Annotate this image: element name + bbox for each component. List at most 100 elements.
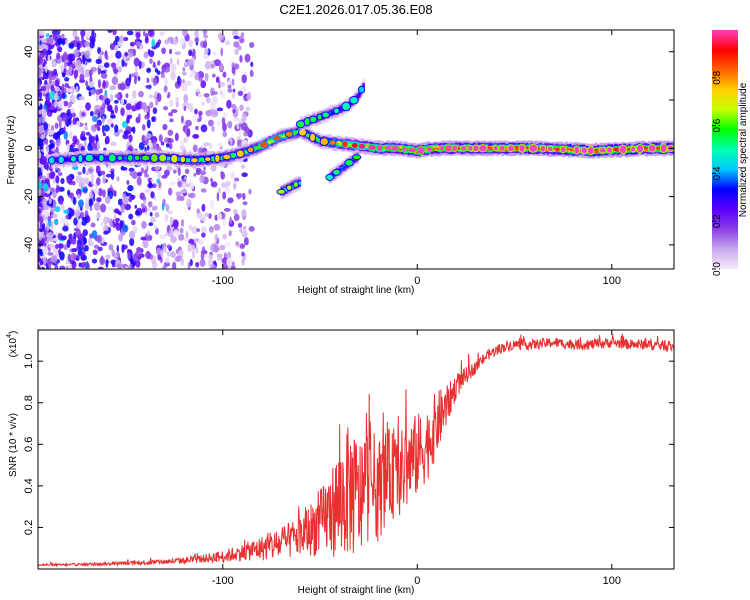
spectrogram-noise-blob bbox=[38, 139, 43, 148]
spectrogram-ridge-cell bbox=[266, 141, 269, 143]
spectrogram-noise-blob bbox=[158, 134, 163, 143]
spectrogram-noise-blob bbox=[65, 260, 71, 265]
spectrogram-noise-blob bbox=[100, 72, 108, 79]
spectrogram-noise-blob bbox=[100, 203, 107, 213]
spectrogram-y-tick-label: -20 bbox=[23, 189, 35, 205]
spectrogram-noise-blob bbox=[125, 265, 128, 269]
spectrogram-noise-blob bbox=[83, 245, 89, 252]
spectrogram-ridge-cell bbox=[555, 148, 559, 151]
spectrogram-noise-blob bbox=[179, 227, 184, 234]
spectrogram-noise-blob bbox=[55, 175, 60, 184]
spectrogram-noise-blob bbox=[58, 186, 65, 192]
spectrogram-noise-blob bbox=[157, 60, 161, 66]
spectrogram-noise-blob bbox=[224, 185, 231, 194]
spectrogram-noise-blob bbox=[167, 36, 174, 42]
spectrogram-noise-blob bbox=[113, 68, 119, 74]
spectrogram-noise-blob bbox=[84, 122, 88, 127]
spectrogram-noise-blob bbox=[145, 84, 152, 89]
spectrogram-blob bbox=[47, 156, 56, 165]
spectrogram-noise-blob bbox=[38, 125, 44, 134]
spectrogram-ridge-cell bbox=[139, 157, 142, 160]
spectrogram-noise-blob bbox=[180, 145, 186, 152]
spectrogram-noise-blob bbox=[102, 189, 106, 198]
spectrogram-blob bbox=[214, 153, 221, 163]
spectrogram-noise-blob bbox=[207, 119, 214, 127]
spectrogram-noise-blob bbox=[100, 222, 104, 227]
spectrogram-y-tick-label: 0 bbox=[23, 145, 35, 151]
spectrogram-noise-blob bbox=[137, 171, 143, 177]
spectrogram-noise-blob bbox=[169, 48, 172, 55]
spectrogram-noise-blob bbox=[219, 81, 226, 87]
spectrogram-noise-blob bbox=[116, 176, 120, 182]
spectrogram-noise-blob bbox=[216, 192, 220, 202]
spectrogram-noise-blob bbox=[220, 171, 226, 180]
spectrogram-ridge-cell bbox=[615, 148, 618, 151]
spectrogram-noise-blob bbox=[58, 90, 62, 96]
spectrogram-blob bbox=[498, 144, 506, 152]
spectrogram-noise-blob bbox=[238, 131, 242, 139]
spectrogram-ridge-cell bbox=[256, 146, 259, 148]
spectrogram-noise-blob bbox=[186, 59, 194, 66]
spectrogram-noise-blob bbox=[236, 120, 240, 130]
spectrogram-noise-blob bbox=[97, 246, 103, 252]
spectrogram-noise-blob bbox=[181, 30, 188, 37]
spectrogram-noise-blob bbox=[70, 252, 77, 261]
spectrogram-noise-blob bbox=[144, 114, 150, 120]
spectrogram-x-tick-label: 100 bbox=[603, 275, 621, 287]
spectrogram-ridge-cell bbox=[656, 147, 659, 149]
spectrogram-noise-blob bbox=[213, 223, 221, 231]
spectrogram-ridge-cell bbox=[220, 156, 224, 159]
spectrogram-noise-blob bbox=[45, 145, 50, 153]
spectrogram-noise-blob bbox=[146, 230, 151, 236]
spectrogram-noise-blob bbox=[233, 213, 240, 222]
spectrogram-noise-blob bbox=[163, 106, 169, 111]
spectrogram-blob bbox=[126, 153, 134, 162]
spectrogram-noise-blob bbox=[188, 192, 196, 199]
spectrogram-noise-blob bbox=[204, 72, 209, 82]
spectrogram-noise-blob bbox=[249, 69, 254, 78]
spectrogram-noise-blob bbox=[145, 133, 152, 140]
spectrogram-noise-blob bbox=[68, 213, 72, 220]
spectrogram-noise-blob bbox=[99, 50, 105, 56]
spectrogram-noise-blob bbox=[85, 102, 91, 111]
spectrogram-noise-blob bbox=[83, 126, 89, 131]
spectrogram-blob bbox=[528, 143, 539, 153]
spectrogram-noise-blob bbox=[241, 74, 247, 84]
spectrogram-noise-blob bbox=[133, 75, 137, 85]
spectrogram-blob bbox=[246, 146, 255, 154]
spectrogram-noise-blob bbox=[58, 200, 63, 205]
spectrogram-noise-blob bbox=[149, 58, 153, 64]
spectrogram-noise-blob bbox=[195, 247, 199, 254]
spectrogram-blob bbox=[189, 157, 199, 164]
spectrogram-noise-blob bbox=[57, 46, 63, 53]
spectrogram-noise-blob bbox=[79, 73, 85, 82]
spectrogram-noise-blob bbox=[57, 185, 60, 193]
spectrogram-noise-blob bbox=[109, 85, 117, 91]
snr-x-tick-label: -100 bbox=[212, 575, 234, 587]
spectrogram-noise-blob bbox=[160, 250, 164, 258]
spectrogram-blob bbox=[170, 153, 179, 164]
spectrogram-ridge-cell bbox=[315, 138, 318, 140]
spectrogram-noise-blob bbox=[148, 94, 154, 99]
spectrogram-noise-blob bbox=[53, 92, 59, 101]
spectrogram-noise-blob bbox=[66, 53, 74, 62]
spectrogram-noise-blob bbox=[91, 30, 95, 38]
spectrogram-ridge-cell bbox=[356, 96, 360, 98]
spectrogram-noise-blob bbox=[114, 44, 119, 51]
spectrogram-noise-blob bbox=[113, 213, 117, 223]
spectrogram-noise-blob bbox=[71, 248, 78, 253]
colorbar-tick-label: 0.0 bbox=[712, 262, 723, 276]
spectrogram-blob bbox=[235, 149, 245, 158]
spectrogram-noise-blob bbox=[67, 189, 71, 196]
spectrogram-noise-blob bbox=[49, 207, 56, 213]
spectrogram-ridge-cell bbox=[271, 140, 274, 143]
spectrogram-noise-blob bbox=[82, 55, 86, 65]
spectrogram-noise-blob bbox=[110, 141, 117, 147]
spectrogram-noise-blob bbox=[45, 138, 49, 145]
spectrogram-noise-blob bbox=[91, 135, 96, 143]
spectrogram-noise-blob bbox=[48, 264, 52, 269]
spectrogram-noise-blob bbox=[122, 133, 129, 140]
spectrogram-noise-blob bbox=[142, 239, 149, 249]
spectrogram-ridge-cell bbox=[525, 146, 528, 149]
spectrogram-noise-blob bbox=[70, 42, 75, 49]
